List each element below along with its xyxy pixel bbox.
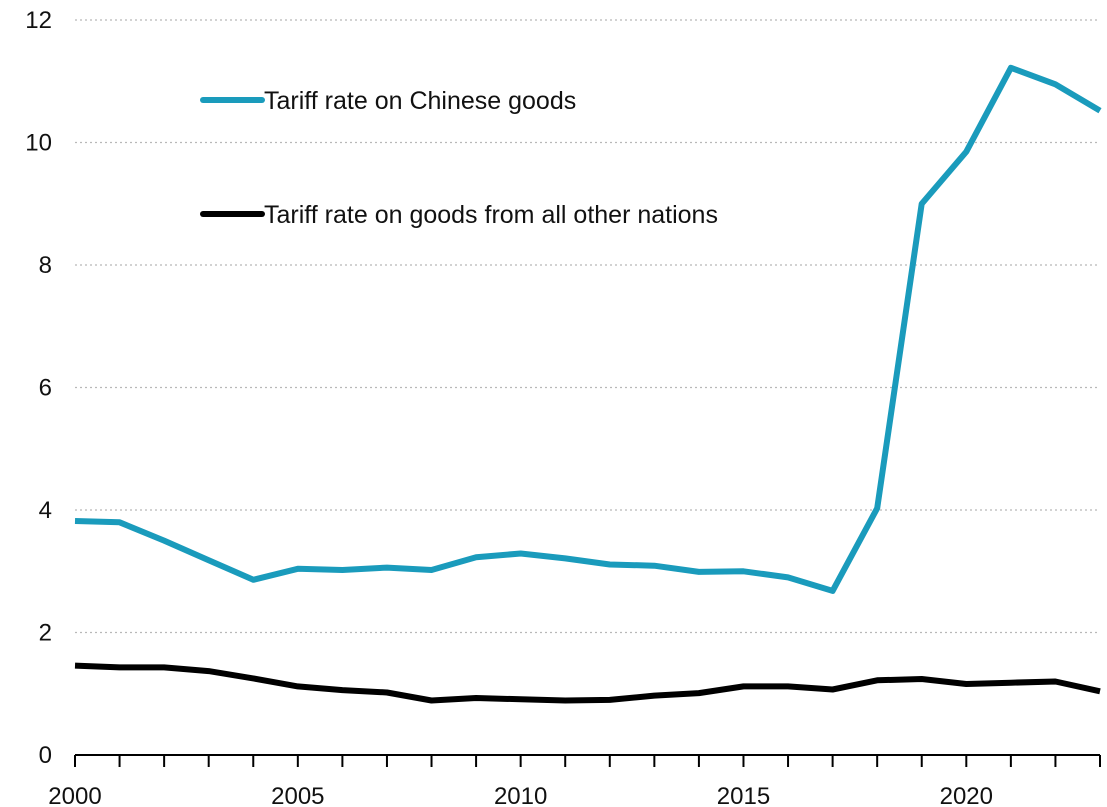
x-tick-label-2015: 2015: [717, 783, 770, 807]
y-tick-label-12: 12: [25, 7, 52, 34]
legend-label-all-other-nations: Tariff rate on goods from all other nati…: [264, 201, 718, 229]
legend-label-chinese-goods: Tariff rate on Chinese goods: [264, 87, 576, 115]
y-tick-label-8: 8: [39, 252, 52, 279]
y-tick-label-2: 2: [39, 620, 52, 647]
y-tick-label-4: 4: [39, 497, 52, 524]
y-tick-labels: 0 2 4 6 8 10 12: [25, 7, 52, 769]
x-tick-label-2010: 2010: [494, 783, 547, 807]
y-tick-label-0: 0: [39, 742, 52, 769]
series-line-0: [74, 64, 1102, 594]
x-tick-label-2005: 2005: [271, 783, 324, 807]
y-tick-label-10: 10: [25, 130, 52, 157]
x-axis: 2000 2005 2010 2015 2020: [48, 754, 1101, 807]
series-lines: [74, 64, 1102, 704]
gridlines: [75, 19, 1100, 634]
y-tick-label-6: 6: [39, 375, 52, 402]
x-tick-label-2020: 2020: [940, 783, 993, 807]
series-line-1: [74, 662, 1101, 704]
legend: Tariff rate on Chinese goods Tariff rate…: [200, 87, 718, 229]
x-tick-label-2000: 2000: [48, 783, 101, 807]
